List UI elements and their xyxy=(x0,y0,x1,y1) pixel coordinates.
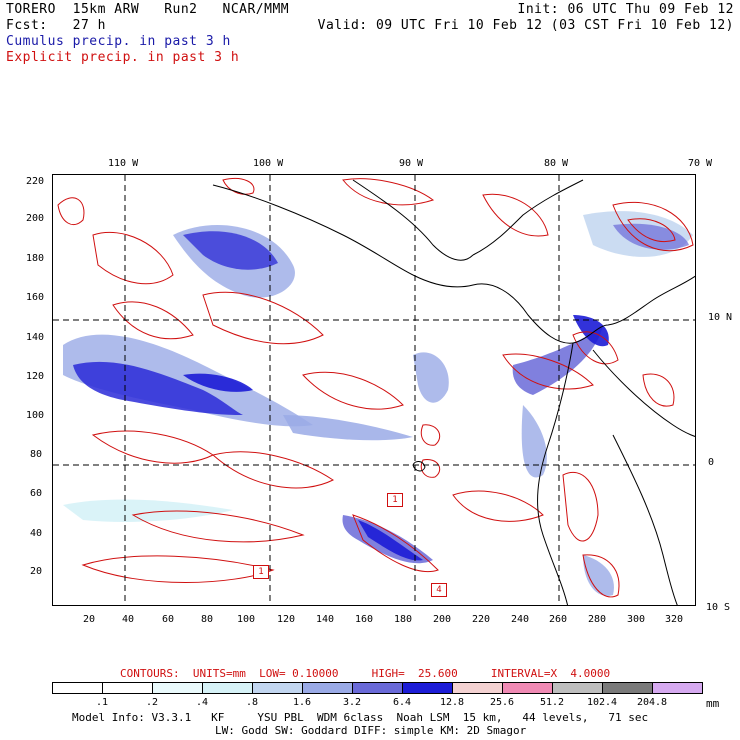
x-tick: 140 xyxy=(316,614,335,625)
x-tick: 120 xyxy=(277,614,296,625)
y-tick: 20 xyxy=(30,566,43,577)
colorbar-cell xyxy=(402,682,453,694)
colorbar-cell xyxy=(352,682,403,694)
colorbar-label: 25.6 xyxy=(489,697,515,708)
x-tick: 40 xyxy=(122,614,135,625)
y-tick: 80 xyxy=(30,449,43,460)
lat-label-10n: 10 N xyxy=(708,312,733,323)
colorbar-label: 3.2 xyxy=(342,697,362,708)
explicit-precip-contours xyxy=(57,178,694,598)
colorbar-cell xyxy=(152,682,203,694)
y-tick: 220 xyxy=(26,176,45,187)
lon-label-100w: 100 W xyxy=(253,158,284,169)
x-tick: 280 xyxy=(588,614,607,625)
lat-lon-grid xyxy=(53,175,695,605)
colorbar-cell xyxy=(252,682,303,694)
x-tick: 220 xyxy=(472,614,491,625)
colorbar-cell xyxy=(452,682,503,694)
model-title: TORERO 15km ARW Run2 NCAR/MMM xyxy=(6,2,290,17)
colorbar-cell xyxy=(102,682,153,694)
forecast-hour: Fcst: 27 h xyxy=(6,18,106,33)
x-tick: 100 xyxy=(237,614,256,625)
colorbar-label: 12.8 xyxy=(439,697,465,708)
colorbar-label: .4 xyxy=(195,697,209,708)
valid-time: Valid: 09 UTC Fri 10 Feb 12 (03 CST Fri … xyxy=(317,18,734,33)
x-tick: 60 xyxy=(162,614,175,625)
y-tick: 200 xyxy=(26,213,45,224)
x-tick: 180 xyxy=(394,614,413,625)
cumulus-precip-fields xyxy=(63,211,693,596)
y-tick: 60 xyxy=(30,488,43,499)
model-info-line1: Model Info: V3.3.1 KF YSU PBL WDM 6class… xyxy=(72,711,649,724)
x-tick: 300 xyxy=(627,614,646,625)
x-tick: 20 xyxy=(83,614,96,625)
colorbar-label: 102.4 xyxy=(586,697,618,708)
colorbar-cell xyxy=(202,682,253,694)
colorbar-label: .1 xyxy=(95,697,109,708)
x-tick: 260 xyxy=(549,614,568,625)
lon-label-90w: 90 W xyxy=(399,158,424,169)
lon-label-110w: 110 W xyxy=(108,158,139,169)
colorbar-cell xyxy=(302,682,353,694)
contours-info: CONTOURS: UNITS=mm LOW= 0.10000 HIGH= 25… xyxy=(120,667,611,680)
cumulus-legend: Cumulus precip. in past 3 h xyxy=(6,34,231,49)
y-tick: 40 xyxy=(30,528,43,539)
x-tick: 320 xyxy=(665,614,684,625)
y-tick: 180 xyxy=(26,253,45,264)
x-tick: 80 xyxy=(201,614,214,625)
model-info-line2: LW: Godd SW: Goddard DIFF: simple KM: 2D… xyxy=(215,724,527,737)
x-tick: 240 xyxy=(511,614,530,625)
lon-label-70w: 70 W xyxy=(688,158,713,169)
colorbar-label: .8 xyxy=(245,697,259,708)
y-tick: 100 xyxy=(26,410,45,421)
lat-label-10s: 10 S xyxy=(706,602,731,613)
contour-label-box: 1 xyxy=(387,493,403,507)
colorbar-label: 204.8 xyxy=(636,697,668,708)
lon-label-80w: 80 W xyxy=(544,158,569,169)
x-tick: 160 xyxy=(355,614,374,625)
colorbar-cell xyxy=(652,682,703,694)
y-tick: 160 xyxy=(26,292,45,303)
colorbar-cell xyxy=(502,682,553,694)
map-canvas xyxy=(53,175,695,605)
y-tick: 140 xyxy=(26,332,45,343)
init-time: Init: 06 UTC Thu 09 Feb 12 xyxy=(517,2,734,17)
contour-label-box: 4 xyxy=(431,583,447,597)
colorbar-label: .2 xyxy=(145,697,159,708)
x-tick: 200 xyxy=(433,614,452,625)
explicit-legend: Explicit precip. in past 3 h xyxy=(6,50,240,65)
colorbar-label: 1.6 xyxy=(292,697,312,708)
colorbar-units: mm xyxy=(706,697,720,710)
lat-label-0: 0 xyxy=(708,457,715,468)
contour-label-box: 1 xyxy=(253,565,269,579)
colorbar-label: 6.4 xyxy=(392,697,412,708)
colorbar-cell xyxy=(52,682,103,694)
y-tick: 120 xyxy=(26,371,45,382)
colorbar-cell xyxy=(602,682,653,694)
precip-map: 1 1 4 xyxy=(52,174,696,606)
colorbar-cell xyxy=(552,682,603,694)
colorbar-label: 51.2 xyxy=(539,697,565,708)
